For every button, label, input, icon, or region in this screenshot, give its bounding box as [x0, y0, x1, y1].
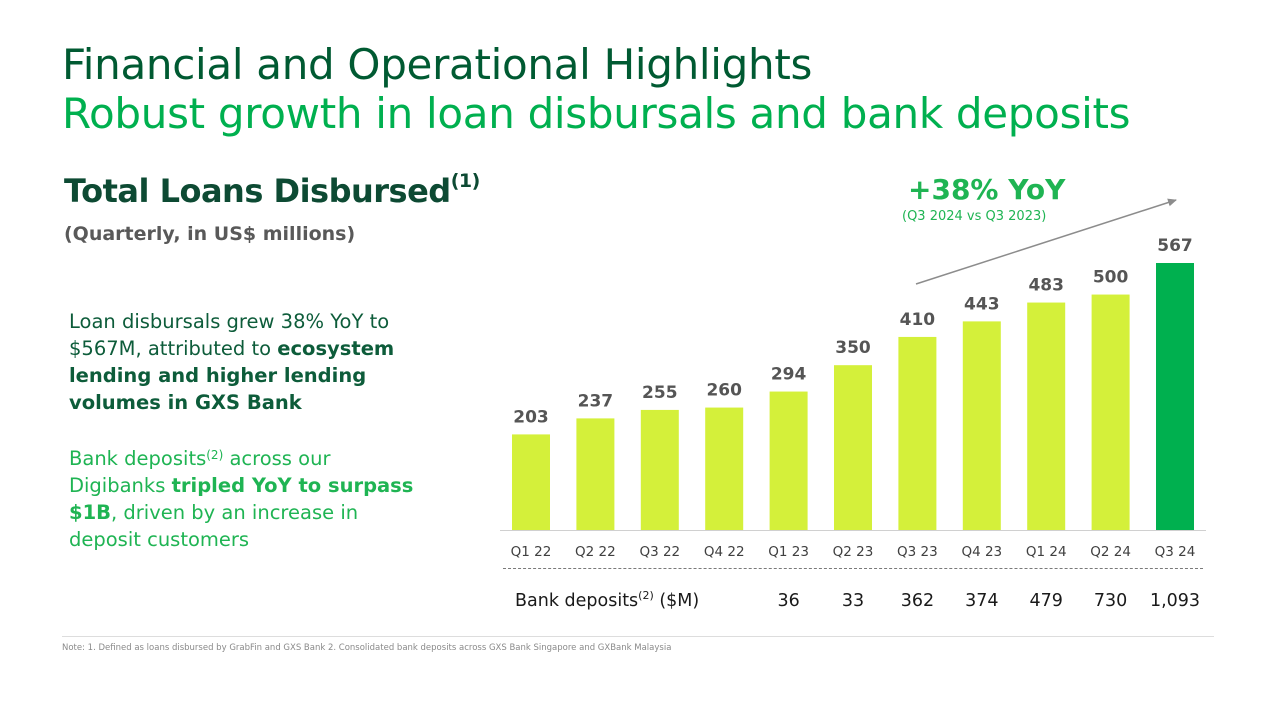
- deposit-value: 33: [841, 591, 865, 611]
- deposits-label-footnote: (2): [638, 589, 654, 602]
- bar-q1-22: [512, 434, 550, 530]
- bar-value-label: 500: [1093, 268, 1129, 288]
- loan-commentary-text: Loan disbursals grew 38% YoY to $567M, a…: [69, 310, 390, 360]
- bar-value-label: 410: [900, 310, 936, 330]
- bar-q4-22: [705, 407, 744, 530]
- bar-q1-23: [769, 391, 808, 530]
- deposit-commentary-footnote: (2): [206, 448, 224, 462]
- bar-q3-23: [898, 336, 937, 530]
- loan-commentary-bold: ecosystem lending and higher lending vol…: [69, 337, 395, 414]
- bar-value-label: 255: [642, 383, 678, 403]
- x-tick-label: Q2 22: [575, 544, 616, 560]
- deposit-commentary-b: across our Digibanks: [69, 447, 331, 497]
- x-tick-label: Q4 22: [704, 544, 745, 560]
- bar-q3-24: [1156, 263, 1194, 530]
- x-tick-label: Q3 22: [639, 544, 680, 560]
- deposit-value: 374: [965, 591, 999, 611]
- deposit-value: 362: [900, 591, 935, 611]
- x-tick-label: Q1 24: [1026, 544, 1067, 560]
- bar-value-label: 350: [835, 338, 871, 358]
- bar-value-label: 237: [578, 391, 614, 411]
- x-tick-label: Q4 23: [961, 544, 1002, 560]
- chart-title-footnote: (1): [450, 170, 481, 192]
- deposits-separator: [503, 568, 1203, 569]
- deposit-value: 479: [1029, 591, 1063, 611]
- deposit-value: 36: [777, 591, 800, 611]
- bar-value-label: 203: [513, 407, 549, 427]
- deposits-label-unit: ($M): [653, 591, 700, 611]
- x-tick-label: Q3 23: [897, 544, 938, 560]
- bar-value-label: 260: [706, 381, 742, 401]
- x-tick-label: Q2 24: [1090, 544, 1131, 560]
- deposit-commentary-bold: tripled YoY to surpass $1B: [69, 474, 414, 524]
- bar-q2-24: [1091, 294, 1130, 530]
- bar-q3-22: [640, 409, 679, 530]
- bar-value-label: 483: [1028, 276, 1064, 296]
- deposit-value: 730: [1093, 591, 1128, 611]
- x-tick-label: Q3 24: [1155, 544, 1196, 560]
- deposit-value: 1,093: [1149, 591, 1201, 611]
- deposits-label-text: Bank deposits: [515, 591, 639, 611]
- yoy-annotation-sub: (Q3 2024 vs Q3 2023): [902, 209, 1047, 224]
- chart-subtitle: (Quarterly, in US$ millions): [64, 223, 356, 245]
- bar-value-label: 567: [1157, 236, 1193, 256]
- loan-commentary: Loan disbursals grew 38% YoY to $567M, a…: [69, 308, 429, 416]
- bar-q2-23: [834, 365, 872, 530]
- page-subtitle: Robust growth in loan disbursals and ban…: [62, 89, 1131, 138]
- deposit-commentary-c: , driven by an increase in deposit custo…: [69, 501, 359, 551]
- x-tick-label: Q1 23: [768, 544, 809, 560]
- x-tick-label: Q1 22: [511, 544, 552, 560]
- bar-q4-23: [962, 321, 1001, 530]
- footer-divider: [62, 636, 1214, 637]
- bar-q2-22: [576, 418, 615, 530]
- bar-value-label: 443: [964, 294, 1000, 314]
- deposits-row-label: Bank deposits(2) ($M): [515, 589, 700, 611]
- chart-title: Total Loans Disbursed(1): [64, 170, 481, 210]
- page-title: Financial and Operational Highlights: [62, 40, 813, 89]
- trend-arrow: [915, 198, 1177, 285]
- bar-value-label: 294: [771, 365, 807, 385]
- deposit-commentary: Bank deposits(2) across our Digibanks tr…: [69, 445, 429, 553]
- footnote: Note: 1. Defined as loans disbursed by G…: [62, 643, 672, 653]
- deposit-commentary-a: Bank deposits: [69, 447, 207, 470]
- chart-title-text: Total Loans Disbursed: [64, 172, 451, 210]
- yoy-annotation: +38% YoY: [908, 173, 1066, 206]
- x-tick-label: Q2 23: [833, 544, 874, 560]
- bar-q1-24: [1027, 302, 1066, 530]
